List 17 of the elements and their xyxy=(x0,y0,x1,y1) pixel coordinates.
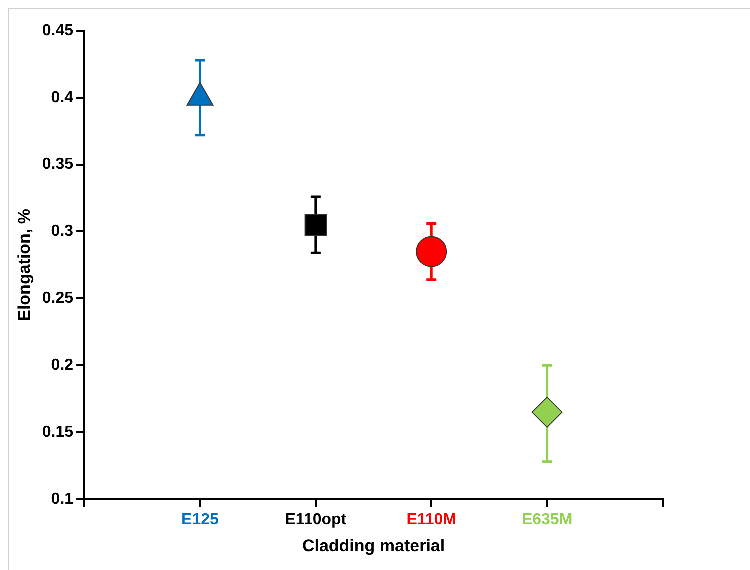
x-tick-label: E635M xyxy=(522,511,573,528)
x-tick-label: E110M xyxy=(406,511,457,528)
x-tick-label: E110opt xyxy=(285,511,348,528)
y-tick-label: 0.25 xyxy=(42,290,74,308)
y-tick-label: 0.2 xyxy=(51,356,74,374)
point xyxy=(532,396,563,428)
x-tick-label: E125 xyxy=(182,511,220,528)
point xyxy=(416,236,448,268)
y-tick-label: 0.45 xyxy=(42,22,74,40)
y-tick-label: 0.15 xyxy=(42,424,74,441)
y-tick-label: 0.4 xyxy=(51,89,74,106)
y-tick-label: 0.35 xyxy=(42,156,74,174)
point xyxy=(304,214,328,236)
y-axis-title: Elongation, % xyxy=(14,209,34,322)
y-tick-label: 0.3 xyxy=(51,223,74,240)
y-tick-label: 0.1 xyxy=(51,490,74,508)
x-axis-title: Cladding material xyxy=(302,536,446,556)
